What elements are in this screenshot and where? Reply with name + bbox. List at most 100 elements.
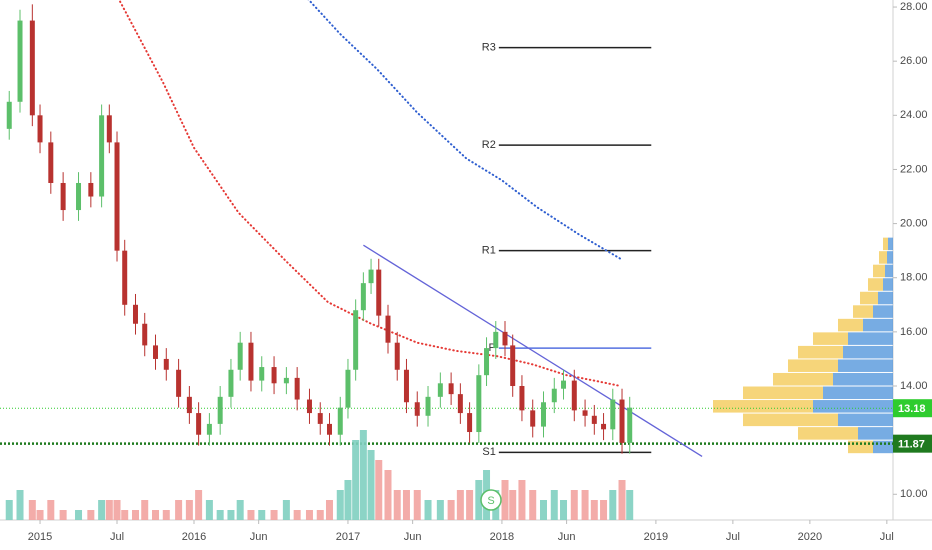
candle-body: [196, 413, 202, 435]
volume-profile-bar: [878, 291, 893, 305]
candle-body: [271, 367, 277, 384]
volume-profile-bar: [873, 305, 893, 318]
candle-body: [530, 410, 536, 427]
candle-body: [99, 115, 105, 197]
x-tick-label: Jun: [404, 531, 422, 543]
candle-body: [519, 386, 525, 411]
volume-bar: [344, 480, 352, 520]
volume-bar: [47, 500, 55, 520]
volume-bar: [539, 500, 547, 520]
volume-bar: [98, 500, 106, 520]
candle-body: [76, 182, 82, 211]
volume-bar: [227, 510, 235, 520]
x-tick-label: 2018: [490, 531, 514, 543]
price-tag-label: 11.87: [898, 439, 925, 451]
volume-bar: [581, 490, 589, 520]
volume-bar: [518, 480, 526, 520]
volume-bar: [28, 500, 36, 520]
volume-profile-bar: [743, 386, 823, 400]
volume-bar: [560, 500, 568, 520]
volume-bar: [247, 510, 255, 520]
volume-bar: [36, 510, 44, 520]
candle-body: [114, 142, 120, 251]
x-tick-label: Jul: [110, 531, 124, 543]
volume-bar: [436, 500, 444, 520]
volume-bar: [402, 490, 410, 520]
price-tag-label: 13.18: [898, 403, 926, 415]
volume-bar: [618, 480, 626, 520]
volume-profile-bar: [838, 359, 893, 372]
volume-profile-bar: [883, 237, 888, 251]
volume-bar: [195, 490, 203, 520]
volume-profile-bar: [838, 318, 863, 332]
volume-bar: [600, 500, 608, 520]
volume-bar: [367, 450, 375, 520]
volume-bar: [424, 500, 432, 520]
volume-bar: [121, 510, 129, 520]
candle-body: [385, 315, 391, 343]
candle-body: [368, 269, 374, 284]
candle-body: [228, 369, 234, 397]
volume-bar: [216, 510, 224, 520]
volume-bar: [447, 500, 455, 520]
volume-bar: [258, 510, 266, 520]
candle-body: [540, 402, 546, 427]
volume-profile-bar: [873, 264, 885, 278]
y-tick-label: 26.00: [900, 55, 928, 67]
volume-bar: [113, 500, 121, 520]
candle-body: [122, 250, 128, 305]
volume-profile-bar: [879, 251, 887, 264]
volume-bar: [16, 490, 24, 520]
y-tick-label: 24.00: [900, 109, 928, 121]
volume-bar: [590, 500, 598, 520]
volume-profile-bar: [858, 427, 893, 440]
candle-body: [360, 283, 366, 311]
volume-bar: [59, 510, 67, 520]
candle-body: [414, 402, 420, 416]
x-tick-label: Jul: [726, 531, 740, 543]
moving-average: [119, 0, 622, 387]
candle-body: [259, 367, 265, 381]
candle-body: [60, 182, 66, 211]
volume-profile-bar: [863, 318, 893, 332]
volume-bar: [570, 490, 578, 520]
volume-bar: [336, 490, 344, 520]
candle-body: [306, 399, 312, 414]
volume-bar: [456, 490, 464, 520]
x-tick-label: 2017: [336, 531, 360, 543]
candle-body: [132, 304, 138, 324]
candle-body: [353, 310, 359, 370]
volume-bar: [501, 480, 509, 520]
volume-bar: [509, 490, 517, 520]
volume-profile-bar: [713, 400, 813, 413]
candle-body: [88, 182, 94, 197]
volume-bar: [550, 490, 558, 520]
volume-profile-bar: [888, 237, 893, 251]
x-tick-label: Jun: [558, 531, 576, 543]
volume-profile-bar: [838, 413, 893, 427]
candle-body: [425, 396, 431, 416]
volume-bar: [626, 490, 634, 520]
candle-body: [467, 413, 473, 433]
candle-body: [457, 394, 463, 414]
volume-profile-bar: [823, 386, 893, 400]
volume-bar: [475, 480, 483, 520]
volume-profile-bar: [853, 305, 873, 318]
pivot-label: P: [489, 342, 496, 354]
volume-bar: [316, 510, 324, 520]
volume-bar: [293, 510, 301, 520]
volume-profile-bar: [813, 400, 893, 413]
volume-bar: [375, 460, 383, 520]
x-tick-label: 2019: [644, 531, 668, 543]
volume-profile-bar: [773, 372, 833, 386]
x-tick-label: 2016: [182, 531, 206, 543]
candle-body: [142, 323, 148, 346]
volume-bar: [205, 500, 213, 520]
volume-bar: [282, 500, 290, 520]
volume-profile-bar: [798, 427, 858, 440]
volume-bar: [5, 500, 13, 520]
volume-bar: [359, 430, 367, 520]
volume-profile-bar: [848, 440, 873, 454]
volume-profile-bar: [885, 264, 893, 278]
